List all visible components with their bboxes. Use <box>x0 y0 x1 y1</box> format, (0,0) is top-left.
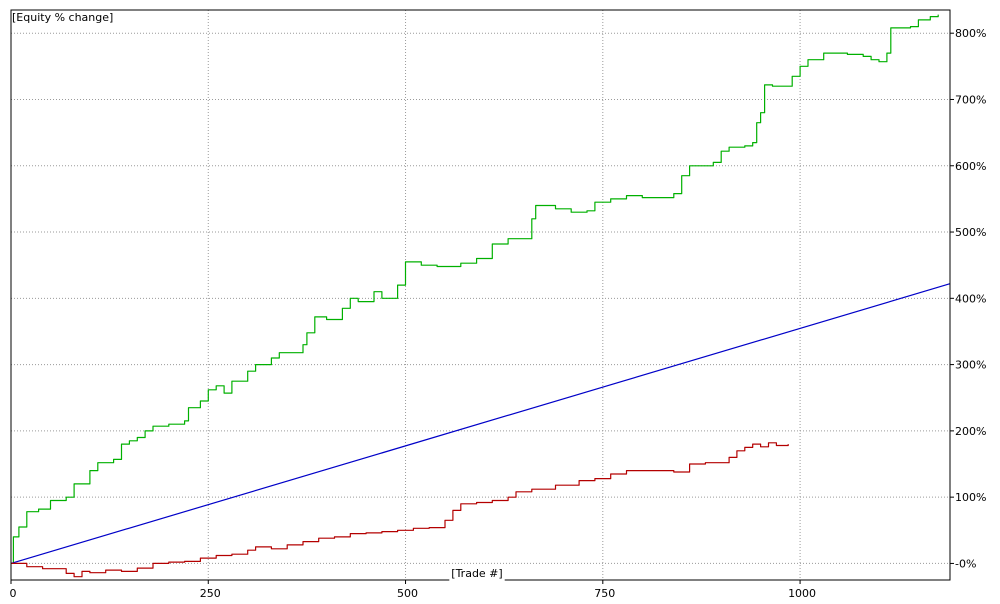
series-layer <box>10 14 951 578</box>
x-axis-label: [Trade #] <box>451 567 502 580</box>
axis-layer: 0 250 500 750 1000 -0% 100% 200% 300% 400% 500% 600… <box>10 27 987 600</box>
y-tick-label: 300% <box>955 359 986 372</box>
plot-frame <box>10 9 951 581</box>
y-tick-label: 800% <box>955 27 986 40</box>
y-tick-label: 500% <box>955 226 986 239</box>
series-line-1 <box>11 14 939 564</box>
y-tick-label: 200% <box>955 425 986 438</box>
x-tick-label: 750 <box>594 587 615 600</box>
y-tick-label: 600% <box>955 160 986 173</box>
series-line-2 <box>10 283 951 564</box>
x-tick-label: 250 <box>200 587 221 600</box>
series-line-3 <box>11 442 789 578</box>
y-tick-label: 400% <box>955 292 986 305</box>
y-tick-label: 700% <box>955 93 986 106</box>
chart-title: [Equity % change] <box>12 11 113 24</box>
x-axis-label-background <box>449 566 505 581</box>
y-tick-label: 100% <box>955 491 986 504</box>
x-tick-label: 0 <box>10 587 17 600</box>
grid-layer <box>11 10 950 580</box>
x-tick-label: 500 <box>397 587 418 600</box>
y-tick-label: -0% <box>955 557 976 570</box>
x-tick-label: 1000 <box>788 587 816 600</box>
